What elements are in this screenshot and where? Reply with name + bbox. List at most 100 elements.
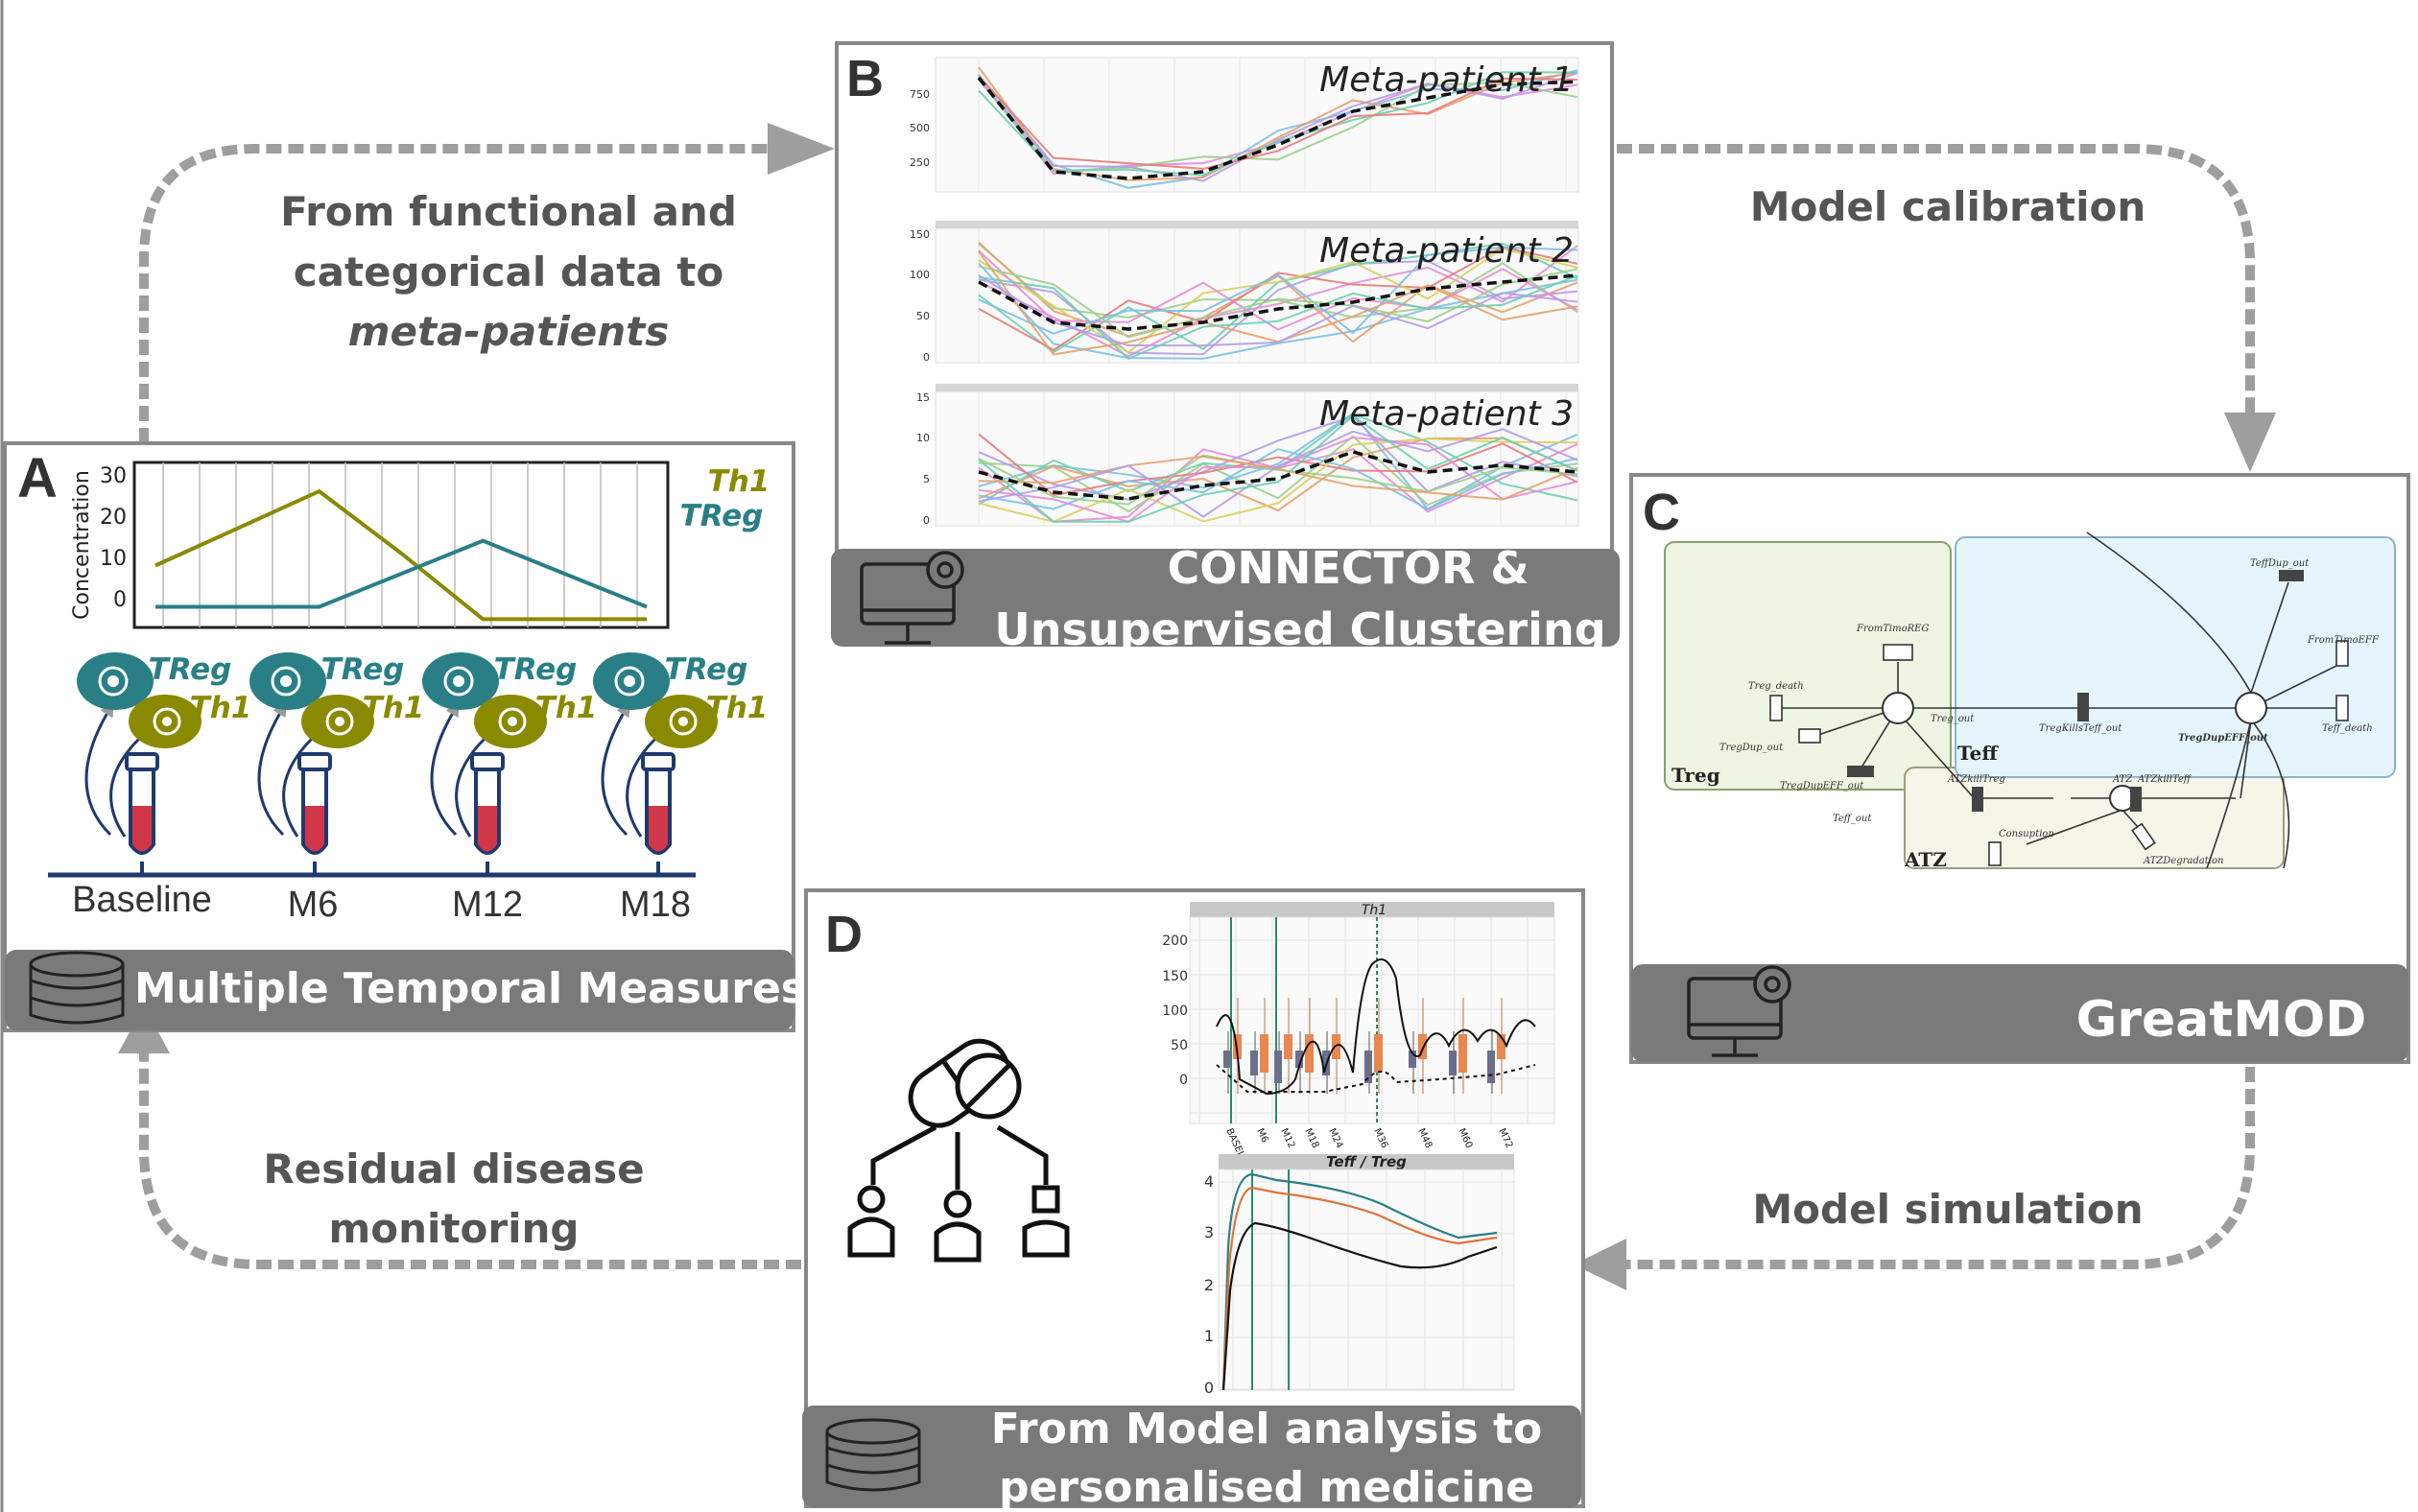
cluster-mean-curve: [977, 76, 1578, 180]
chart-strip: [936, 221, 1578, 228]
transition-consumption: [1988, 841, 2002, 866]
label-teff-dup-eff: TregDupEFF_out: [2178, 733, 2268, 744]
boxplot-box: [1497, 1034, 1505, 1059]
cell-label-th1: Th1: [706, 691, 769, 725]
panel-a-ylabel: Concentration: [70, 470, 94, 620]
cell-label-treg: TReg: [149, 652, 232, 687]
flow-label-a-b-line1: From functional and: [280, 188, 737, 235]
boxplot-box: [1449, 1051, 1457, 1075]
ratio-chart-strip: [1219, 1154, 1514, 1169]
panel-a-letter: A: [17, 447, 58, 509]
panel-a-timepoints: TReg Th1 TReg Th1 TReg Th1 TReg Th1: [77, 652, 768, 875]
panel-a-ytick: 10: [100, 547, 127, 571]
flow-arrow-icon: [282, 737, 314, 838]
cell-label-treg: TReg: [665, 652, 748, 687]
th1-ytick: 0: [1179, 1073, 1188, 1088]
blood-tube-cap-icon: [470, 752, 505, 771]
blood-tube-cap-icon: [297, 752, 332, 771]
chart-area: [935, 57, 1579, 193]
boxplot-box: [1374, 1034, 1383, 1073]
boxplot-box: [1332, 1034, 1340, 1059]
boxplot-box: [1487, 1051, 1495, 1083]
boxplot-box: [1295, 1051, 1303, 1068]
panel-b-footer-line2: Unsupervised Clustering: [994, 603, 1605, 655]
th1-chart-strip: [1190, 902, 1554, 917]
meta-patient-title: Meta-patient 3: [1319, 394, 1574, 434]
computer-gear-icon: [860, 551, 964, 645]
boxplot-box: [1409, 1051, 1416, 1068]
flow-arrow-icon: [84, 701, 114, 837]
transition-atz-kill-teff: [2130, 787, 2142, 812]
th1-model-dashed: [1216, 1064, 1536, 1093]
cell-label-th1: Th1: [190, 691, 252, 725]
panel-a-chart-frame: [132, 461, 670, 629]
arrowhead-b: [768, 123, 835, 175]
patient-trajectory: [978, 414, 1578, 523]
panel-c-footer: [1631, 964, 2408, 1062]
meta-patient-ytick: 150: [910, 228, 930, 241]
flow-arrow-icon: [109, 737, 141, 838]
patient-trajectory: [978, 437, 1578, 523]
transition-treg-kills-teff: [2077, 693, 2089, 721]
flow-arrow-icon: [430, 701, 460, 837]
region-atz-label: ATZ: [1904, 848, 1947, 871]
patient-trajectory: [978, 72, 1578, 182]
panel-a-footer: [5, 950, 794, 1030]
th1-model-line: [1216, 958, 1536, 1096]
th1-chart-area: [1189, 916, 1555, 1124]
region-treg: [1664, 541, 1952, 791]
label-atz-kill-treg: ATZkillTreg: [1947, 774, 2005, 785]
meta-patient-ytick: 0: [923, 351, 930, 364]
flow-arrow-icon: [257, 701, 287, 837]
meta-patient-ytick: 15: [916, 391, 930, 404]
panel-a-gridlines: [162, 462, 638, 627]
region-teff: [1955, 536, 2396, 778]
ratio-ytick: 2: [1204, 1276, 1214, 1294]
patient-trajectory: [978, 435, 1578, 513]
meta-patient-title: Meta-patient 2: [1319, 231, 1574, 271]
database-icon: [825, 1418, 921, 1492]
th1-ytick: 200: [1162, 933, 1188, 949]
timepoint-sample: TReg Th1: [77, 652, 251, 875]
th1-ytick: 50: [1171, 1038, 1188, 1053]
series-line-treg: [155, 538, 648, 609]
transition-atz-kill-treg: [1972, 787, 1983, 812]
blood-tube-cap-icon: [125, 752, 159, 771]
meta-patient-chart: 15 10 5 0 Meta-patient 3: [916, 384, 1579, 527]
label-from-timo-eff: FromTimoEFF: [2307, 635, 2380, 646]
place-treg: [1882, 692, 1914, 724]
label-treg-out: Treg_out: [1931, 714, 1975, 724]
panel-c-footer-label: GreatMOD: [2076, 991, 2367, 1049]
patient-trajectory: [978, 428, 1578, 518]
chart-area: [935, 390, 1579, 527]
panel-a-ytick: 0: [113, 588, 127, 612]
patient-trajectory: [978, 71, 1578, 177]
ratio-line-teal: [1221, 1172, 1498, 1391]
timepoint-sample: TReg Th1: [593, 652, 768, 875]
panel-b-letter: B: [846, 50, 884, 107]
blood-tube-cap-icon: [641, 752, 676, 771]
patient-trajectory: [978, 414, 1578, 501]
patient-trajectory: [978, 433, 1578, 497]
meta-patient-ytick: 750: [910, 88, 930, 101]
transition-atz-degradation: [2131, 822, 2156, 851]
boxplot-box: [1364, 1051, 1372, 1083]
label-teff-death: Teff_death: [2322, 723, 2373, 734]
panel-c-letter: C: [1643, 484, 1680, 541]
computer-gear-icon: [1687, 965, 1791, 1057]
panel-d-footer: [802, 1406, 1581, 1507]
boxplot-box: [1418, 1034, 1427, 1059]
ratio-ytick: 1: [1204, 1327, 1214, 1345]
transition-treg-death: [1769, 695, 1783, 721]
label-atz-kill-teff: ATZkillTeff: [2137, 774, 2193, 785]
boxplot-box: [1274, 1051, 1282, 1083]
label-consumption: Consuption: [1999, 829, 2054, 839]
ratio-chart-area: [1218, 1169, 1515, 1391]
place-teff: [2235, 692, 2267, 724]
panel-b-footer-line1: CONNECTOR &: [1167, 542, 1529, 594]
legend-treg: TReg: [680, 499, 764, 533]
patient-trajectory: [978, 274, 1578, 360]
